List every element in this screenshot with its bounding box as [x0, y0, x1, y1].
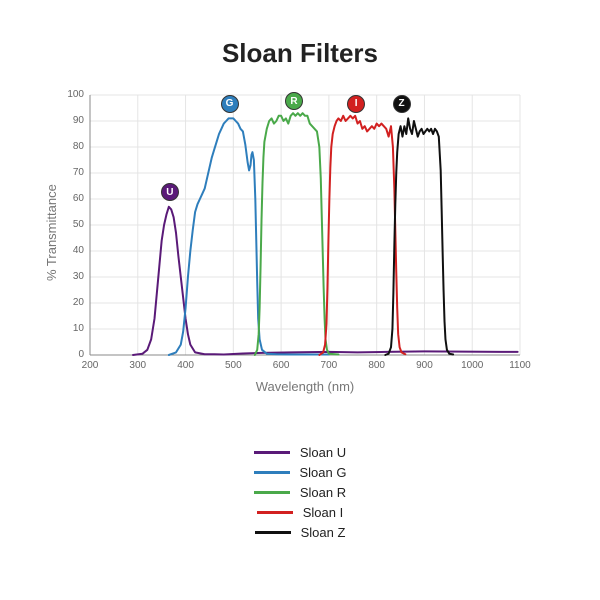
chart-svg — [90, 95, 520, 355]
chart-title: Sloan Filters — [0, 38, 600, 69]
legend-label: Sloan G — [300, 465, 347, 480]
legend-label: Sloan Z — [301, 525, 346, 540]
x-tick-label: 1000 — [460, 360, 484, 371]
x-tick-label: 600 — [269, 360, 293, 371]
y-tick-label: 30 — [73, 271, 84, 282]
y-tick-label: 80 — [73, 141, 84, 152]
legend-item: Sloan R — [254, 482, 346, 502]
legend-swatch — [254, 471, 290, 474]
y-tick-label: 50 — [73, 219, 84, 230]
series-marker-z: Z — [393, 95, 411, 113]
x-tick-label: 700 — [317, 360, 341, 371]
legend-swatch — [254, 451, 290, 454]
y-tick-label: 90 — [73, 115, 84, 126]
y-tick-label: 10 — [73, 323, 84, 334]
series-sloan-g — [169, 118, 329, 355]
x-tick-label: 400 — [174, 360, 198, 371]
y-tick-label: 40 — [73, 245, 84, 256]
legend-label: Sloan U — [300, 445, 346, 460]
y-tick-label: 100 — [67, 89, 84, 100]
y-axis-label: % Transmittance — [44, 184, 59, 281]
transmittance-chart: 2003004005006007008009001000110001020304… — [90, 95, 520, 355]
series-marker-g: G — [221, 95, 239, 113]
x-tick-label: 1100 — [508, 360, 532, 371]
legend-item: Sloan I — [257, 502, 343, 522]
x-tick-label: 200 — [78, 360, 102, 371]
x-tick-label: 800 — [365, 360, 389, 371]
legend-item: Sloan U — [254, 442, 346, 462]
x-tick-label: 500 — [221, 360, 245, 371]
legend-swatch — [254, 491, 290, 494]
x-tick-label: 300 — [126, 360, 150, 371]
page: { "title": { "text": "Sloan Filters", "f… — [0, 0, 600, 600]
series-sloan-z — [385, 118, 453, 355]
legend-label: Sloan R — [300, 485, 346, 500]
x-tick-label: 900 — [412, 360, 436, 371]
y-tick-label: 60 — [73, 193, 84, 204]
y-tick-label: 20 — [73, 297, 84, 308]
legend: Sloan U Sloan G Sloan R Sloan I Sloan Z — [0, 442, 600, 542]
legend-item: Sloan G — [254, 462, 347, 482]
legend-label: Sloan I — [303, 505, 343, 520]
legend-item: Sloan Z — [255, 522, 346, 542]
series-marker-i: I — [347, 95, 365, 113]
legend-swatch — [255, 531, 291, 534]
legend-swatch — [257, 511, 293, 514]
x-axis-label: Wavelength (nm) — [90, 379, 520, 394]
y-tick-label: 70 — [73, 167, 84, 178]
y-tick-label: 0 — [78, 349, 84, 360]
series-marker-u: U — [161, 183, 179, 201]
